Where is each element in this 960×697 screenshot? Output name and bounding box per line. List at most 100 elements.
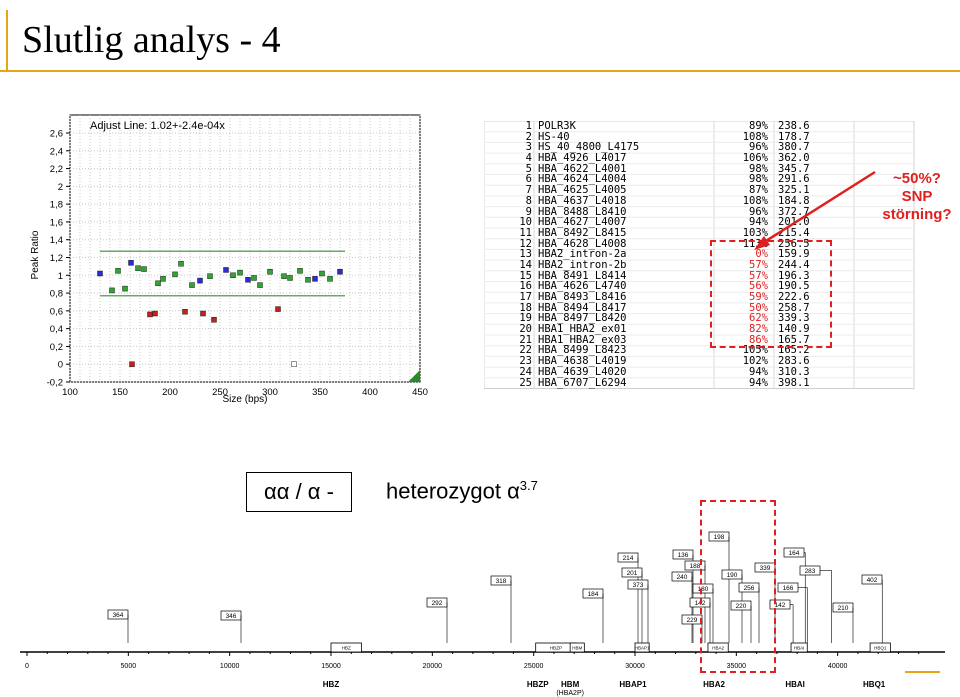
table-cell-pct: 108%	[742, 194, 768, 207]
genotype-description-text: heterozygot α	[386, 478, 520, 504]
table-cell-n: 3	[525, 141, 532, 154]
table-cell-pct: 94%	[749, 376, 768, 389]
data-point	[115, 268, 121, 274]
table-cell-val: 291.6	[778, 173, 810, 186]
gene-box-label: HBAP1	[635, 646, 650, 651]
annotation-line-1: ~50%?	[893, 170, 941, 187]
gene-box-label: HBQ1	[874, 646, 887, 651]
table-cell-n: 8	[525, 194, 532, 207]
table-cell-val: 159.9	[778, 248, 810, 261]
probe-label: 142	[775, 602, 786, 609]
table-cell-name: HBA_4926_L4017	[538, 152, 627, 165]
table-row: 14 HBA2_intron-2b 57% 244.4	[484, 260, 914, 271]
data-point	[230, 272, 236, 279]
data-point	[291, 361, 297, 367]
gene-axis-label: 30000	[625, 663, 645, 670]
peak-ratio-plot: 100 150 200 250 300 350 400 450 2,6 2,4 2,2 2 1,8 1,6…	[20, 110, 430, 410]
data-point	[109, 287, 115, 294]
table-cell-n: 19	[519, 312, 532, 325]
table-cell-n: 12	[519, 237, 532, 250]
table-cell-name: HBA_4627_L4007	[538, 216, 627, 229]
y-axis-label: Peak Ratio	[30, 230, 41, 279]
table-cell-val: 244.4	[778, 258, 810, 271]
data-point	[267, 268, 273, 275]
table-row: 15 HBA_8491_L8414 57% 196.3	[484, 269, 914, 282]
data-point	[178, 260, 184, 267]
probe-table: 1 POLR3K 89% 238.6 2 HS-40 108% 178.7 3 HS_40_480…	[484, 121, 914, 388]
y-tick-label: 0	[58, 360, 63, 371]
table-cell-n: 4	[525, 152, 532, 165]
table-cell-pct: 108%	[742, 130, 768, 143]
table-row: 11 HBA_8492_L8415 103% 215.4	[484, 228, 914, 239]
table-row: 25 HBA_6707_L6294 94% 398.1	[484, 376, 914, 389]
data-point	[237, 269, 243, 276]
table-cell-n: 9	[525, 205, 532, 218]
table-cell-val: 165.2	[778, 344, 810, 357]
gene-box	[790, 642, 808, 653]
probe-label: 346	[226, 613, 237, 620]
table-cell-name: HBA2_intron-2a	[538, 248, 627, 261]
table-cell-name: HBA_8497_L8420	[538, 312, 627, 325]
data-point	[128, 260, 134, 266]
table-cell-val: 380.7	[778, 141, 810, 154]
table-row: 18 HBA_8494_L8417 50% 258.7	[484, 301, 914, 314]
table-row: 4 HBA_4926_L4017 106% 362.0	[484, 153, 914, 164]
table-cell-val: 215.4	[778, 226, 810, 239]
table-cell-n: 16	[519, 280, 532, 293]
x-tick-label: 350	[312, 387, 328, 398]
table-row: 12 HBA_4628_L4008 113% 256.5	[484, 237, 914, 250]
table-cell-pct: 82%	[749, 323, 768, 336]
table-cell-val: 372.7	[778, 205, 810, 218]
plot-frame	[69, 114, 421, 383]
probe-label: 210	[838, 605, 849, 612]
table-row: 16 HBA_4626_L4740 56% 190.5	[484, 281, 914, 292]
genotype-description: heterozygot α3.7	[386, 478, 538, 504]
table-row: 23 HBA_4638_L4019 102% 283.6	[484, 356, 914, 367]
y-tick-label: 1,2	[50, 253, 63, 264]
table-row: 1 POLR3K 89% 238.6	[484, 121, 914, 132]
table-cell-pct: 103%	[742, 226, 768, 239]
data-point	[97, 270, 103, 277]
y-tick-label: 1,6	[50, 217, 63, 228]
y-tick-label: 0,6	[50, 306, 63, 317]
table-cell-name: HBA_4626_L4740	[538, 280, 627, 293]
data-point	[155, 280, 161, 287]
table-cell-val: 398.1	[778, 376, 810, 389]
highlight-box-gene	[700, 500, 776, 673]
resize-corner	[408, 370, 420, 382]
table-cell-name: HBA_4638_L4019	[538, 355, 627, 368]
probe-label: 292	[432, 600, 443, 607]
genotype-description-sup: 3.7	[519, 478, 538, 493]
table-cell-val: 325.1	[778, 184, 810, 197]
probe-label: 318	[496, 578, 507, 585]
table-cell-val: 238.6	[778, 120, 810, 132]
table-cell-val: 345.7	[778, 162, 810, 175]
table-cell-name: HBA_4622_L4001	[538, 162, 627, 175]
y-tick-label: 0,2	[50, 342, 63, 353]
annotation-arrow	[754, 170, 876, 250]
gene-axis-label: 25000	[524, 663, 544, 670]
table-cell-val: 310.3	[778, 365, 810, 378]
data-point	[251, 275, 257, 281]
data-point	[287, 275, 293, 281]
table-row: 8 HBA_4637_L4018 108% 184.8	[484, 196, 914, 207]
table-cell-val: 140.9	[778, 323, 810, 336]
table-cell-n: 11	[519, 226, 532, 239]
gene-label: HBAP1	[619, 680, 647, 689]
table-cell-val: 256.5	[778, 237, 810, 250]
peak-ratio-plot-svg: 100 150 200 250 300 350 400 450 2,6 2,4 2,2 2 1,8 1,6…	[30, 114, 428, 405]
table-cell-n: 25	[519, 376, 532, 389]
table-cell-val: 258.7	[778, 301, 810, 314]
table-cell-pct: 57%	[749, 269, 768, 282]
table-cell-pct: 102%	[742, 355, 768, 368]
data-point	[312, 276, 318, 282]
probe-label: 339	[760, 565, 771, 572]
table-cell-pct: 98%	[749, 162, 768, 175]
table-cell-name: HBA_4628_L4008	[538, 237, 627, 250]
y-tick-label: 0,8	[50, 289, 63, 300]
table-cell-n: 20	[519, 323, 532, 336]
probe-label: 364	[113, 612, 124, 619]
title-divider	[0, 70, 960, 72]
table-cell-pct: 62%	[749, 312, 768, 325]
gene-label: HBZ	[323, 680, 340, 689]
